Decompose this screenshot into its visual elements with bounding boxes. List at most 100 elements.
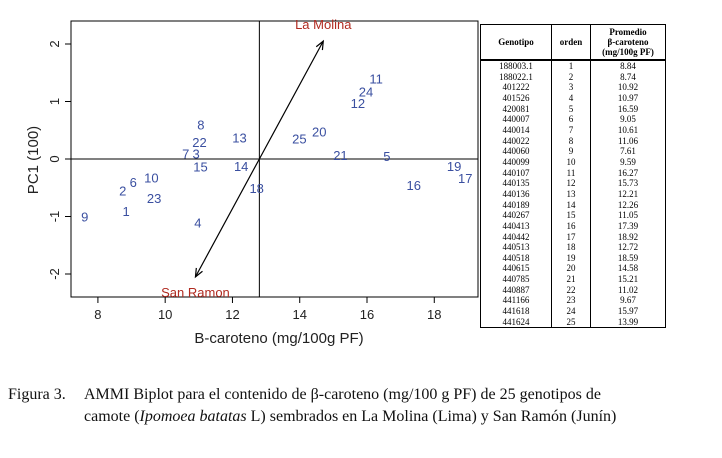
cell-orden: 3 [551, 82, 591, 93]
genotype-table: Genotipo orden Promedio β-caroteno (mg/1… [480, 24, 666, 329]
cell-genotipo: 440518 [480, 252, 552, 264]
genotype-point: 3 [193, 146, 200, 161]
table-row: 440442 17 18.92 [480, 231, 666, 243]
cell-promedio: 12.72 [590, 242, 666, 253]
genotype-point: 6 [130, 175, 137, 190]
cell-orden: 5 [551, 103, 591, 115]
cell-promedio: 13.99 [590, 316, 666, 329]
cell-orden: 18 [551, 242, 591, 253]
cell-genotipo: 188022.1 [480, 71, 552, 83]
caption-line2-pre: camote ( [84, 408, 140, 425]
cell-orden: 16 [551, 220, 591, 232]
environment-vector [258, 40, 324, 160]
table-row: 440518 19 18.59 [480, 252, 666, 264]
genotype-point: 23 [147, 191, 161, 206]
table-header-row: Genotipo orden Promedio β-caroteno (mg/1… [480, 24, 666, 61]
table-row: 440060 9 7.61 [480, 146, 666, 157]
cell-orden: 21 [551, 274, 591, 285]
genotype-point: 13 [232, 131, 246, 146]
table-row: 441166 23 9.67 [480, 295, 666, 307]
cell-orden: 10 [551, 156, 591, 168]
genotype-point: 22 [192, 135, 206, 150]
table-row: 441618 24 15.97 [480, 306, 666, 317]
genotype-point: 25 [292, 131, 306, 146]
cell-promedio: 11.05 [590, 210, 666, 221]
cell-genotipo: 401526 [480, 92, 552, 104]
genotype-point: 21 [333, 148, 347, 163]
cell-promedio: 9.05 [590, 114, 666, 125]
cell-genotipo: 401222 [480, 82, 552, 93]
table-row: 441624 25 13.99 [480, 316, 666, 329]
cell-orden: 25 [551, 316, 591, 329]
cell-promedio: 7.61 [590, 146, 666, 157]
cell-genotipo: 440615 [480, 263, 552, 275]
genotype-point: 10 [144, 170, 158, 185]
table-row: 188022.1 2 8.74 [480, 71, 666, 83]
table-row: 440189 14 12.26 [480, 199, 666, 211]
cell-genotipo: 440887 [480, 284, 552, 296]
header-genotipo: Genotipo [480, 24, 552, 61]
header-promedio: Promedio β-caroteno (mg/100g PF) [590, 24, 666, 61]
cell-orden: 13 [551, 188, 591, 200]
genotype-point: 9 [81, 210, 88, 225]
genotype-point: 5 [383, 149, 390, 164]
y-axis-title: PC1 (100) [25, 126, 42, 194]
cell-genotipo: 440099 [480, 156, 552, 168]
genotype-point: 1 [123, 204, 130, 219]
cell-genotipo: 420081 [480, 103, 552, 115]
environment-label: San Ramon [161, 285, 230, 300]
cell-promedio: 8.74 [590, 71, 666, 83]
cell-orden: 7 [551, 124, 591, 136]
cell-promedio: 8.84 [590, 59, 666, 72]
cell-orden: 15 [551, 210, 591, 221]
cell-genotipo: 440785 [480, 274, 552, 285]
table-row: 401526 4 10.97 [480, 92, 666, 104]
header-promedio-line1: Promedio [609, 27, 647, 37]
cell-genotipo: 440135 [480, 178, 552, 189]
cell-orden: 17 [551, 231, 591, 243]
table-body: 188003.1 1 8.84 188022.1 2 8.74 401222 3 10.92 40… [480, 59, 666, 329]
genotype-point: 2 [119, 184, 126, 199]
cell-genotipo: 440513 [480, 242, 552, 253]
table-row: 440022 8 11.06 [480, 135, 666, 147]
cell-orden: 6 [551, 114, 591, 125]
genotype-point: 24 [359, 85, 373, 100]
table-row: 440785 21 15.21 [480, 274, 666, 285]
cell-genotipo: 441624 [480, 316, 552, 329]
cell-orden: 23 [551, 295, 591, 307]
cell-promedio: 16.59 [590, 103, 666, 115]
cell-orden: 19 [551, 252, 591, 264]
table-row: 440615 20 14.58 [480, 263, 666, 275]
y-tick-label: 0 [47, 155, 62, 162]
header-promedio-line2: β-caroteno [607, 37, 649, 47]
x-tick-label: 10 [158, 307, 172, 322]
cell-genotipo: 440189 [480, 199, 552, 211]
genotype-point: 20 [312, 124, 326, 139]
cell-orden: 4 [551, 92, 591, 104]
cell-promedio: 11.02 [590, 284, 666, 296]
cell-orden: 22 [551, 284, 591, 296]
environment-label: La Molina [295, 17, 352, 32]
cell-genotipo: 188003.1 [480, 59, 552, 72]
cell-promedio: 10.61 [590, 124, 666, 136]
caption-species: Ipomoea batatas [139, 408, 247, 425]
caption-line2-post: L) sembrados en La Molina (Lima) y San R… [246, 408, 617, 425]
cell-promedio: 18.59 [590, 252, 666, 264]
x-tick-label: 16 [360, 307, 374, 322]
genotype-point: 11 [369, 72, 383, 87]
cell-genotipo: 440413 [480, 220, 552, 232]
cell-promedio: 17.39 [590, 220, 666, 232]
table-row: 440007 6 9.05 [480, 114, 666, 125]
caption-line1: AMMI Biplot para el contenido de β-carot… [84, 386, 601, 403]
cell-orden: 12 [551, 178, 591, 189]
cell-promedio: 18.92 [590, 231, 666, 243]
genotype-point: 12 [351, 96, 365, 111]
table-row: 440267 15 11.05 [480, 210, 666, 221]
table-row: 401222 3 10.92 [480, 82, 666, 93]
table-row: 420081 5 16.59 [480, 103, 666, 115]
cell-promedio: 16.27 [590, 167, 666, 179]
genotype-point: 7 [182, 146, 189, 161]
environment-vector [194, 158, 260, 278]
